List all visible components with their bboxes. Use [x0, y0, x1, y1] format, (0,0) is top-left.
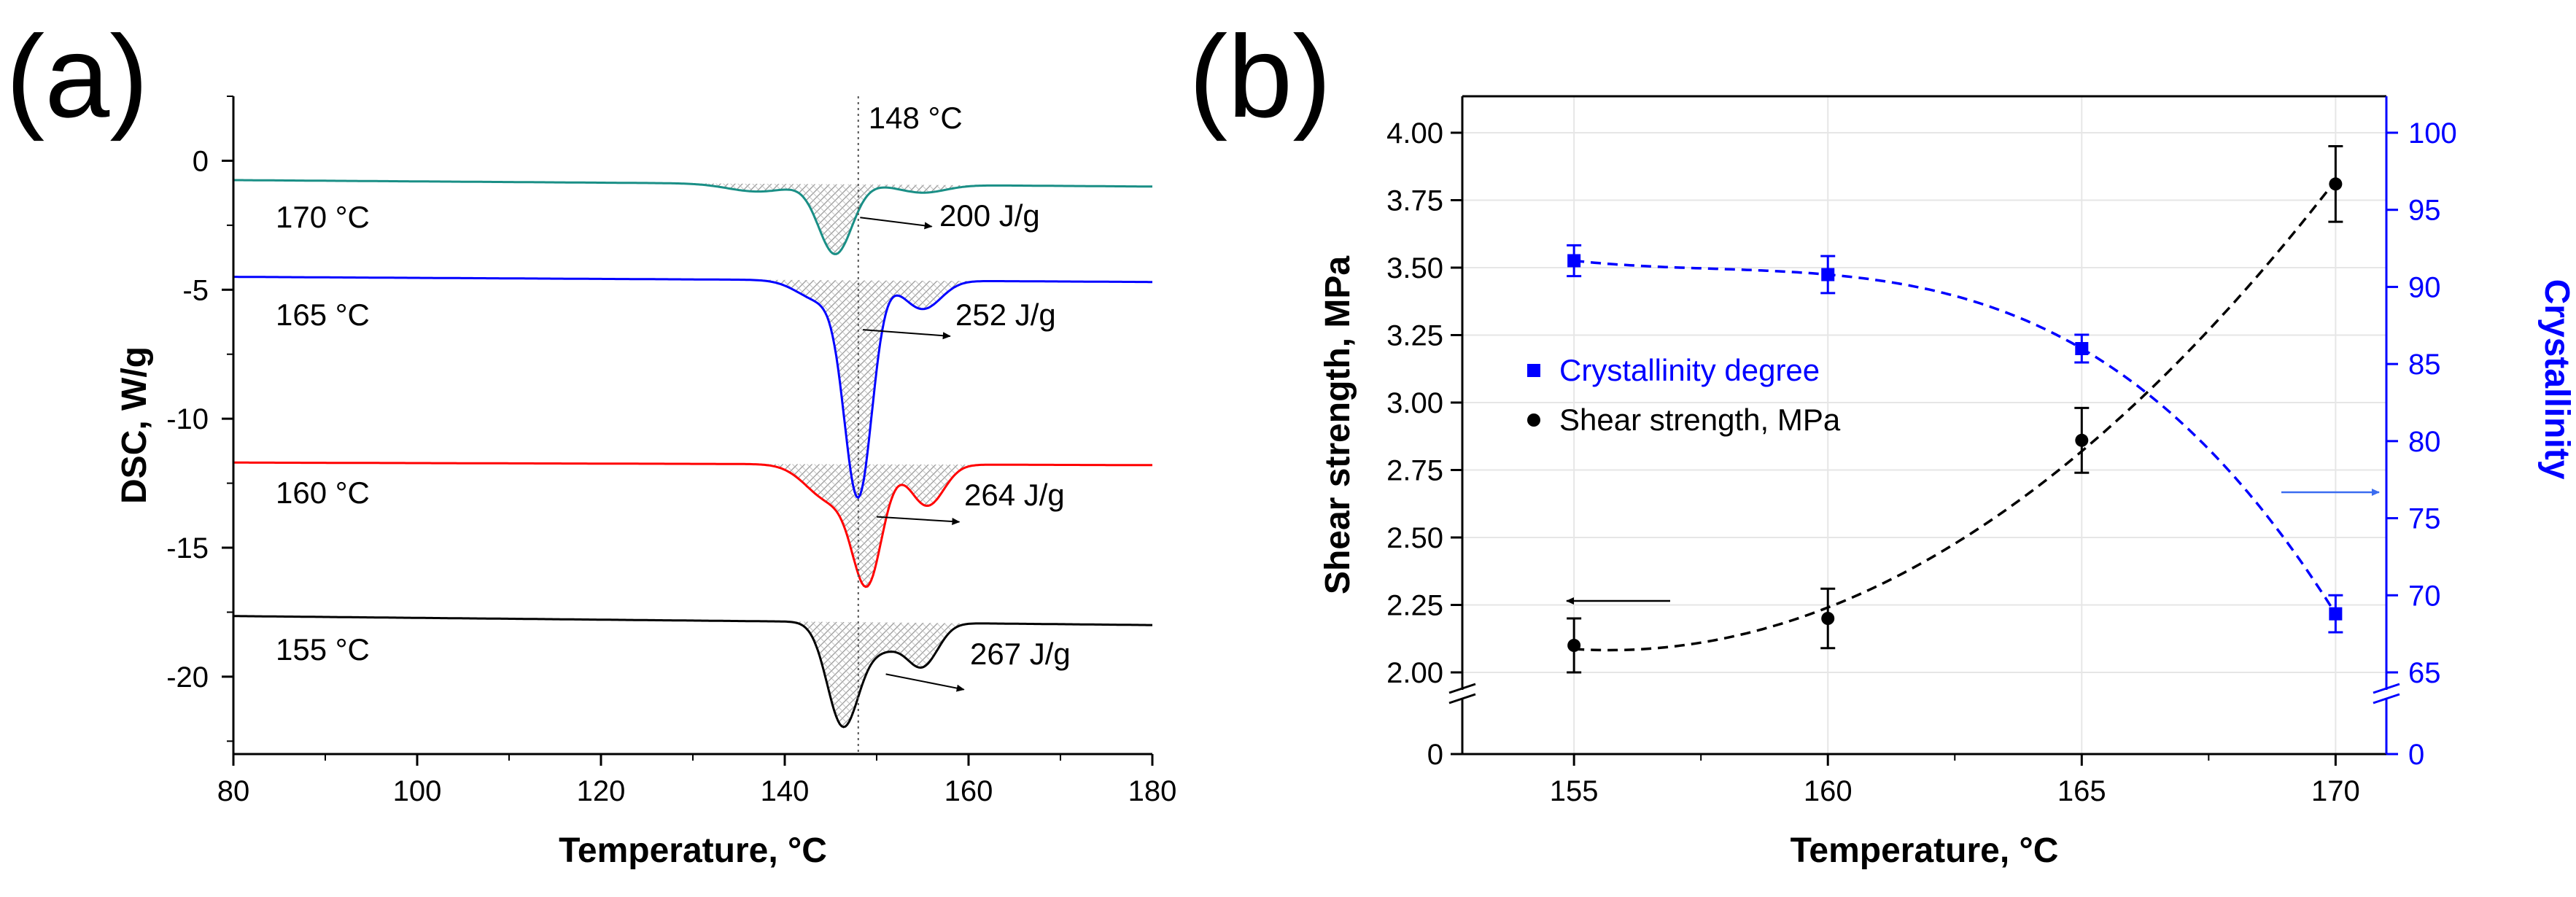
b-point-0: [1567, 254, 1581, 268]
b-axis-break-mark: [1448, 693, 1476, 704]
a-y-tick-label: -20: [166, 661, 209, 694]
b-left-tick-label: 3.00: [1386, 387, 1443, 419]
a-area-arrow-3: [885, 673, 965, 692]
b-right-axis-title: Crystallinity: [2537, 279, 2576, 480]
b-left-tick-label: 2.25: [1386, 590, 1443, 622]
b-legend-label-1: Shear strength, MPa: [1559, 403, 1841, 437]
b-left-tick-label: 2.75: [1386, 455, 1443, 487]
b-fit-line-0: [1574, 259, 2337, 615]
a-curve-name-1: 165 °C: [276, 298, 370, 332]
panel-a-area-fills: [674, 183, 969, 727]
b-axis-break-mark: [2373, 693, 2400, 704]
b-point-1: [2075, 433, 2089, 447]
b-point-1: [2329, 177, 2343, 191]
a-x-tick-label: 180: [1128, 775, 1177, 807]
a-area-arrow-1: [863, 329, 951, 340]
a-y-axis-title: DSC, W/g: [115, 346, 154, 504]
a-area-arrow-2: [876, 516, 961, 526]
panel-b-axes: 155 160 165 170 4.00 3.75 3.50 3.25 3.00 2.75 2.50…: [1319, 95, 2576, 870]
b-right-tick-label: 100: [2408, 117, 2457, 150]
b-legend-marker-0: [1527, 364, 1540, 377]
b-left-tick-label: 3.75: [1386, 185, 1443, 217]
a-curve-3: [233, 615, 1152, 729]
panel-b-fit-lines: [1574, 179, 2337, 652]
panel-b: (b) 155 160 165 170 4.00 3.75 3.50 3.25 3.00 2.75…: [1189, 11, 2576, 870]
a-curve-name-0: 170 °C: [276, 200, 370, 234]
a-area-label-2: 264 J/g: [964, 478, 1065, 512]
a-y-tick-label: 0: [193, 145, 209, 177]
b-point-0: [2075, 342, 2089, 355]
a-curve-2: [233, 461, 1152, 589]
panel-b-legend: Crystallinity degree Shear strength, MPa: [1527, 353, 1841, 437]
a-curve-name-3: 155 °C: [276, 632, 370, 667]
panel-b-points: [1567, 145, 2343, 674]
a-curve-name-2: 160 °C: [276, 475, 370, 510]
a-area-label-1: 252 J/g: [955, 298, 1056, 332]
panel-b-label: (b): [1189, 11, 1332, 141]
panel-a-axes: 80 100 120 140 160 180 0 -5 -10 -15 -20 Temperature…: [115, 96, 1176, 870]
a-x-tick-label: 140: [761, 775, 810, 807]
b-right-tick-label: 80: [2408, 426, 2441, 458]
a-curve-1: [233, 276, 1152, 500]
a-area-label-3: 267 J/g: [970, 637, 1071, 671]
b-axis-break-mark: [2373, 683, 2400, 694]
panel-a-curves: [233, 179, 1152, 729]
b-right-tick-label: 85: [2408, 349, 2441, 381]
b-right-tick-label: 70: [2408, 580, 2441, 612]
a-y-tick-label: -5: [182, 274, 209, 306]
b-x-tick-label: 160: [1804, 775, 1853, 807]
a-area-arrow-0: [860, 217, 933, 230]
b-x-axis-title: Temperature, °C: [1791, 831, 2059, 870]
b-x-tick-label: 170: [2311, 775, 2360, 807]
a-y-tick-label: -15: [166, 532, 209, 564]
panel-a-labels: 148 °C 170 °C 200 J/g 165 °C 252 J/g 160 °C 26…: [276, 101, 1071, 692]
b-right-tick-label: 90: [2408, 271, 2441, 303]
a-curve-0: [233, 179, 1152, 255]
a-x-tick-label: 160: [944, 775, 993, 807]
a-x-tick-label: 120: [577, 775, 626, 807]
b-point-0: [2329, 607, 2343, 621]
b-x-tick-label: 155: [1550, 775, 1599, 807]
a-hatched-area-0: [674, 183, 969, 255]
b-right-tick-zero-label: 0: [2408, 739, 2424, 771]
a-x-tick-label: 100: [393, 775, 442, 807]
b-right-tick-label: 95: [2408, 195, 2441, 227]
panel-a: (a) 80 100 120 140 160 180 0 -5 -10 -15 -20 Tempera…: [6, 11, 1176, 870]
b-x-tick-label: 165: [2057, 775, 2106, 807]
b-point-0: [1821, 268, 1835, 281]
a-vline-label: 148 °C: [869, 101, 963, 135]
b-point-1: [1821, 612, 1835, 625]
b-left-tick-label: 3.25: [1386, 320, 1443, 352]
a-hatched-area-3: [720, 621, 969, 727]
a-hatched-area-1: [711, 279, 969, 498]
b-left-tick-label: 2.00: [1386, 657, 1443, 689]
b-left-tick-label: 3.50: [1386, 252, 1443, 284]
a-x-tick-label: 80: [217, 775, 250, 807]
b-left-tick-zero-label: 0: [1427, 739, 1443, 771]
b-right-tick-label: 65: [2408, 657, 2441, 689]
b-legend-label-0: Crystallinity degree: [1559, 353, 1820, 387]
a-area-label-0: 200 J/g: [939, 198, 1040, 233]
b-left-tick-label: 4.00: [1386, 117, 1443, 150]
panel-b-gridlines: [1462, 96, 2386, 754]
a-y-tick-label: -10: [166, 403, 209, 435]
b-left-axis-title: Shear strength, MPa: [1319, 256, 1357, 594]
b-legend-marker-1: [1527, 413, 1540, 427]
b-fit-line-1: [1574, 179, 2337, 652]
b-point-1: [1567, 639, 1581, 652]
panel-b-annotations: [1566, 489, 2380, 605]
panel-a-label: (a): [6, 11, 149, 141]
a-x-axis-title: Temperature, °C: [559, 831, 827, 870]
b-axis-break-mark: [1448, 683, 1476, 694]
b-right-tick-label: 75: [2408, 503, 2441, 535]
b-left-tick-label: 2.50: [1386, 522, 1443, 554]
